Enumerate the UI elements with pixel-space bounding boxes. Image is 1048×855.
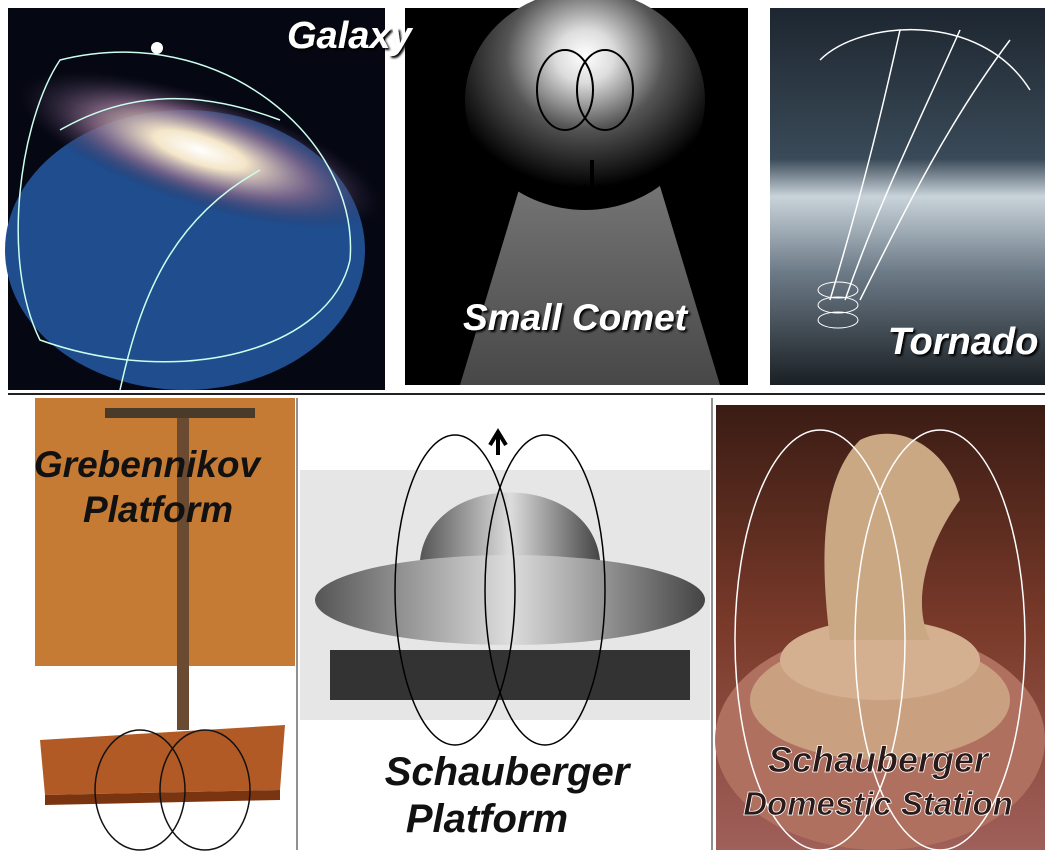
panel-label: Domestic Station [743,785,1013,822]
panel-label: Small Comet [463,297,689,338]
panel-label: Schauberger [385,750,632,794]
panel-label: Galaxy [287,15,414,57]
saucer-panel [300,432,710,745]
panel-label: Tornado [888,321,1039,363]
panel-label: Grebennikov [34,444,263,485]
panel-label: Platform [406,797,568,841]
collage-image: Galaxy Small Comet Tornado Grebennikov P… [0,0,1048,855]
panel-label: Schauberger [768,739,990,780]
station-panel [715,405,1045,850]
collage: Galaxy Small Comet Tornado Grebennikov P… [0,0,1048,855]
panel-label: Platform [83,489,233,530]
galaxy-panel [2,8,397,390]
